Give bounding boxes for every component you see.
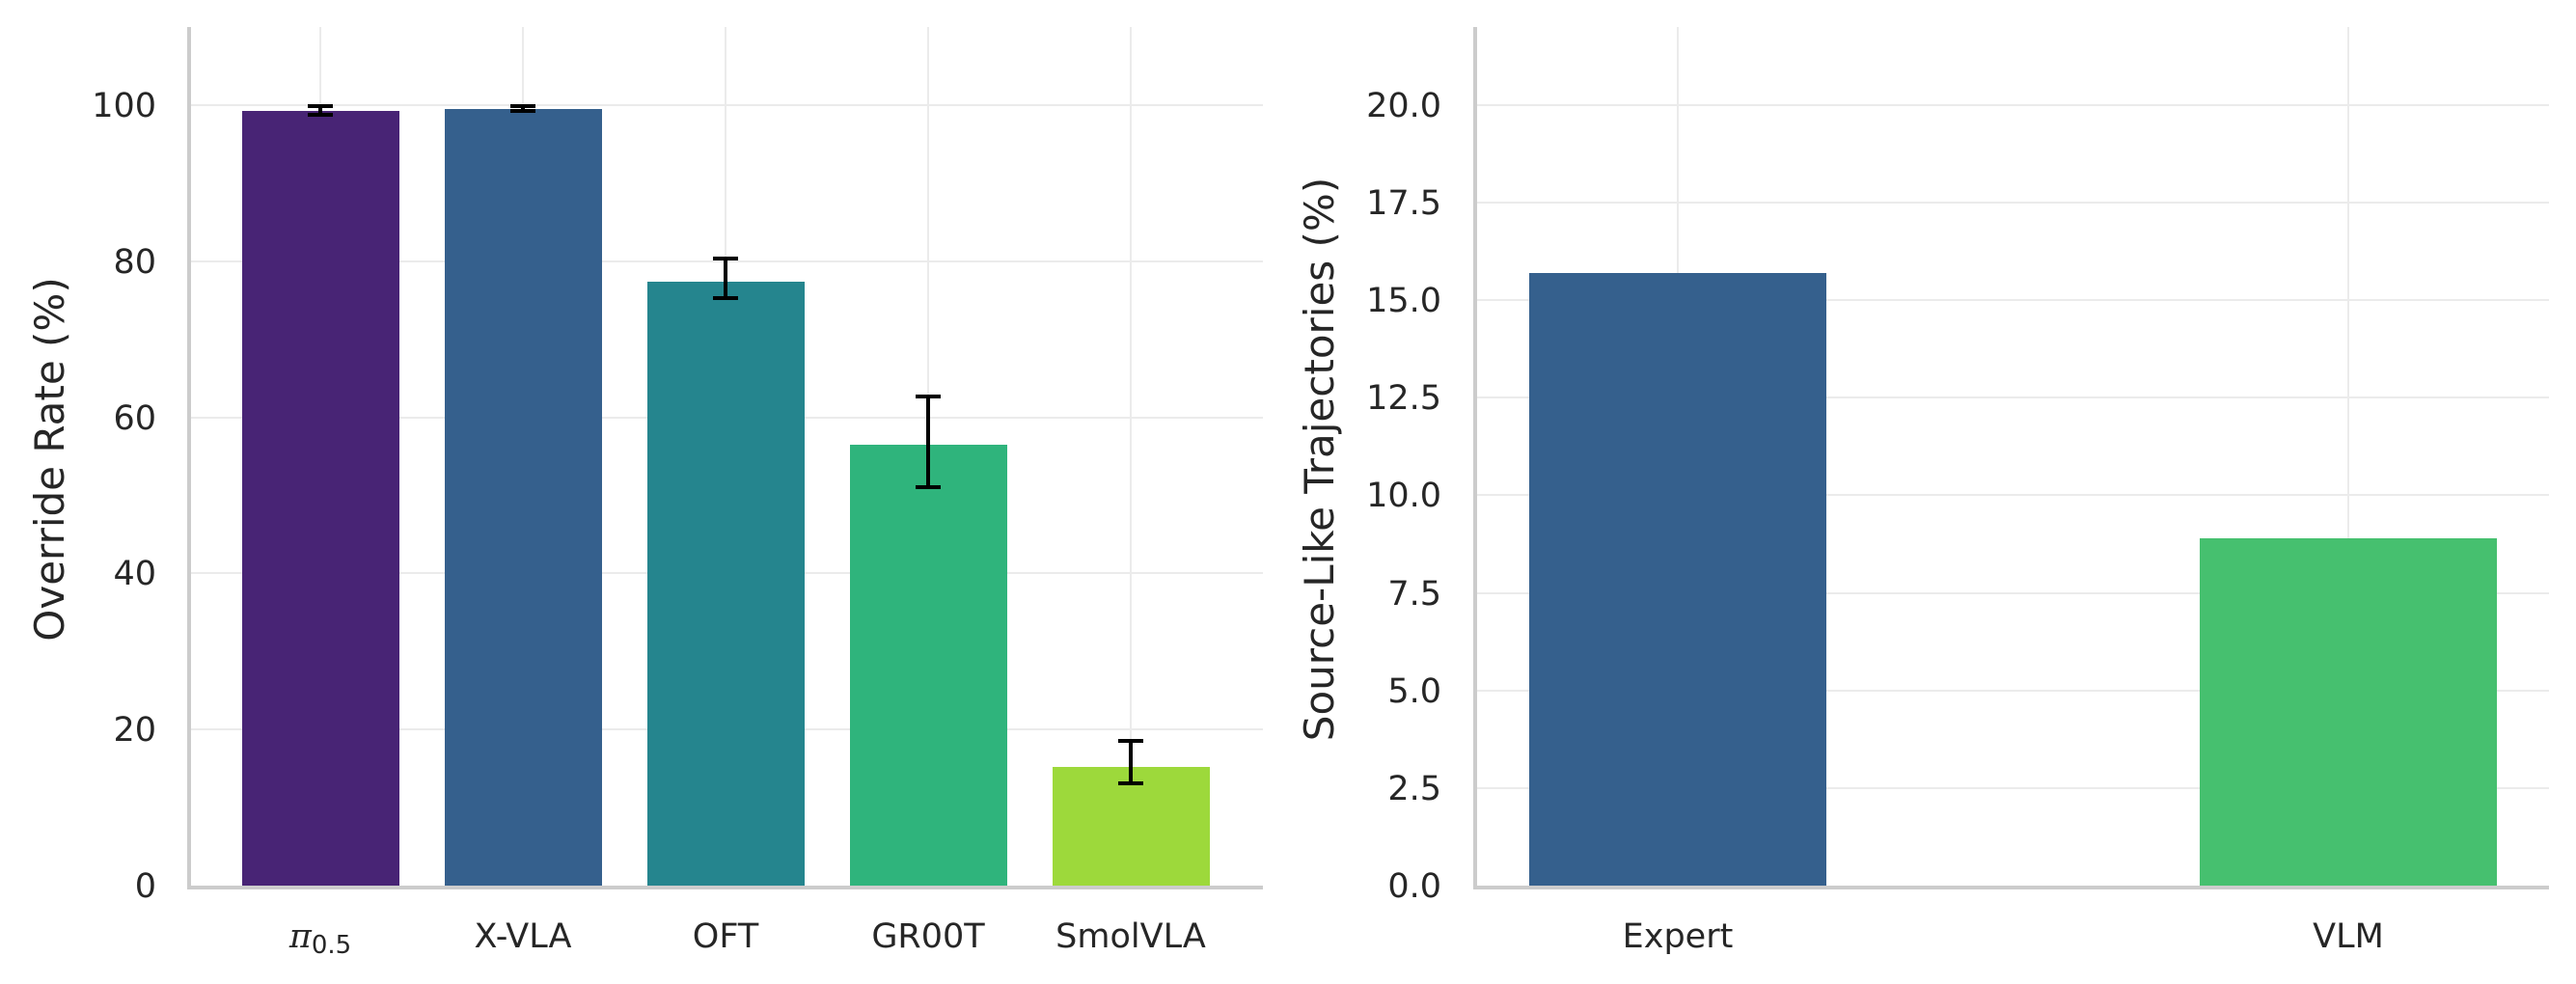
gridline (1477, 689, 2549, 692)
x-tick-label: π0.5 (288, 917, 352, 960)
gridline (1477, 103, 2549, 106)
error-bar-cap (1118, 738, 1143, 743)
gridline (2347, 27, 2349, 886)
bar (2200, 537, 2497, 886)
error-bar-cap (510, 109, 535, 114)
bar (646, 281, 805, 886)
y-tick-label: 2.5 (1387, 769, 1441, 808)
y-tick-label: 5.0 (1387, 671, 1441, 711)
x-tick-label: VLM (2313, 917, 2384, 956)
x-tick-label: Expert (1622, 917, 1734, 956)
error-bar (318, 105, 322, 115)
x-tick-label: OFT (692, 917, 759, 956)
y-tick-label: 0.0 (1387, 867, 1441, 906)
error-bar-cap (916, 485, 941, 490)
y-tick-label: 20 (113, 711, 156, 751)
error-bar-cap (713, 257, 738, 261)
y-tick-label: 12.5 (1366, 379, 1441, 419)
y-axis-label: Source-Like Trajectories (%) (1296, 177, 1343, 742)
x-tick-label: GR00T (871, 917, 985, 956)
error-bar-cap (1118, 781, 1143, 785)
plot-area (1473, 27, 2549, 889)
override-rate-chart: Override Rate (%) 0 20 40 60 80 100 π0.5 X-VLA… (0, 0, 1283, 984)
error-bar-cap (510, 103, 535, 108)
y-tick-label: 17.5 (1366, 184, 1441, 224)
bar (1529, 272, 1826, 886)
bar (444, 108, 602, 886)
error-bar (724, 259, 727, 298)
bar (241, 111, 399, 886)
y-tick-label: 15.0 (1366, 282, 1441, 321)
bar (1052, 767, 1210, 886)
y-tick-label: 7.5 (1387, 574, 1441, 614)
x-tick-label: X-VLA (474, 917, 572, 956)
error-bar-cap (308, 103, 333, 108)
y-tick-label: 20.0 (1366, 86, 1441, 125)
y-tick-label: 80 (113, 242, 156, 282)
bar (849, 444, 1007, 886)
y-tick-label: 100 (92, 86, 156, 125)
gridline (1477, 591, 2549, 594)
gridline (191, 103, 1263, 106)
gridline (1477, 396, 2549, 399)
gridline (1477, 299, 2549, 302)
y-tick-label: 10.0 (1366, 477, 1441, 516)
x-tick-label: SmolVLA (1055, 917, 1206, 956)
gridline (1130, 27, 1132, 886)
y-tick-label: 40 (113, 555, 156, 594)
error-bar (521, 105, 525, 112)
gridline (1477, 202, 2549, 205)
error-bar (926, 396, 930, 488)
y-tick-label: 60 (113, 398, 156, 438)
error-bar (1129, 740, 1133, 783)
x-axis-spine (1473, 886, 2549, 889)
x-axis-spine (187, 886, 1263, 889)
gridline (1477, 494, 2549, 497)
y-tick-label: 0 (134, 867, 156, 906)
plot-area (187, 27, 1263, 889)
y-axis-spine (187, 27, 191, 889)
gridline (1477, 786, 2549, 789)
error-bar-cap (308, 112, 333, 117)
y-axis-spine (1473, 27, 1477, 889)
error-bar-cap (916, 394, 941, 398)
error-bar-cap (713, 295, 738, 300)
